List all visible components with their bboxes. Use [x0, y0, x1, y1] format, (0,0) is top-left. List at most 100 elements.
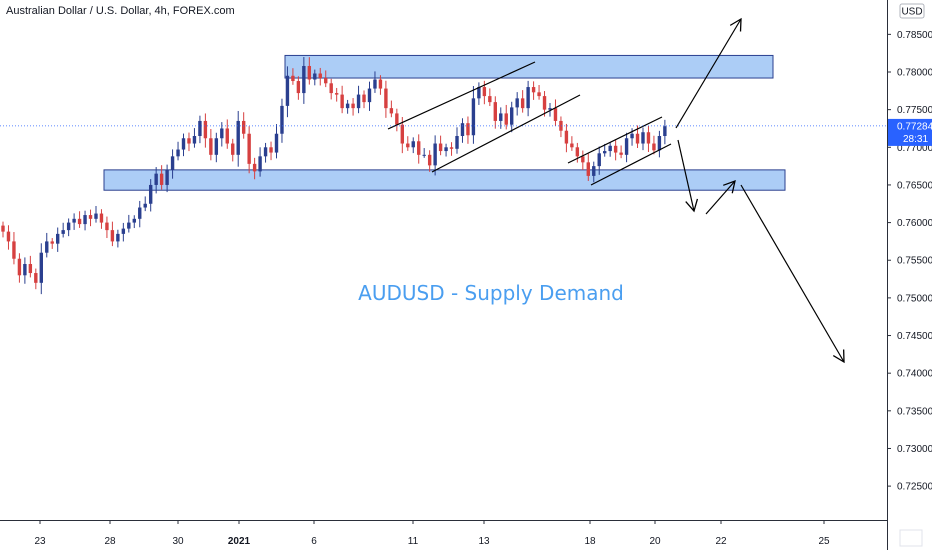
candle[interactable]: [433, 135, 437, 176]
candle[interactable]: [427, 150, 432, 172]
candle[interactable]: [520, 90, 525, 113]
candle[interactable]: [389, 100, 394, 118]
candle[interactable]: [411, 137, 415, 154]
candle[interactable]: [613, 139, 618, 161]
candle[interactable]: [504, 104, 508, 130]
candle[interactable]: [488, 88, 492, 107]
candle[interactable]: [187, 132, 191, 152]
candle[interactable]: [241, 112, 246, 139]
candle[interactable]: [198, 115, 202, 144]
candle[interactable]: [356, 85, 361, 114]
candle[interactable]: [564, 123, 569, 153]
candle[interactable]: [575, 142, 580, 163]
candle[interactable]: [499, 107, 503, 129]
candle[interactable]: [581, 150, 585, 171]
candle[interactable]: [460, 118, 465, 143]
chart-annotation[interactable]: AUDUSD - Supply Demand: [358, 281, 624, 305]
candle[interactable]: [99, 209, 104, 229]
candle[interactable]: [663, 119, 667, 145]
candle[interactable]: [619, 145, 623, 159]
arrow-down-to-demand[interactable]: [677, 139, 699, 213]
candle[interactable]: [324, 70, 328, 88]
arrow-bounce-up[interactable]: [705, 179, 736, 215]
candle[interactable]: [45, 232, 49, 258]
candle[interactable]: [652, 135, 656, 155]
candle[interactable]: [646, 125, 651, 152]
candle[interactable]: [608, 141, 612, 157]
supply-zone[interactable]: [284, 54, 774, 79]
candle[interactable]: [17, 253, 22, 283]
candle[interactable]: [220, 122, 224, 147]
candle[interactable]: [39, 243, 43, 295]
candle[interactable]: [258, 147, 262, 177]
candle[interactable]: [493, 96, 497, 129]
candle[interactable]: [466, 116, 470, 144]
candle[interactable]: [209, 128, 213, 161]
candle[interactable]: [181, 133, 186, 157]
candle[interactable]: [417, 134, 421, 164]
candle[interactable]: [285, 66, 290, 118]
candle[interactable]: [422, 148, 426, 158]
candle[interactable]: [438, 135, 443, 156]
candle[interactable]: [657, 130, 662, 158]
candle[interactable]: [105, 216, 109, 239]
arrow-up-breakout[interactable]: [675, 17, 742, 129]
candle[interactable]: [225, 119, 229, 149]
candle[interactable]: [143, 196, 147, 212]
candle[interactable]: [471, 86, 476, 144]
candle[interactable]: [515, 92, 519, 116]
candle[interactable]: [340, 85, 344, 114]
arrow-down-breakdown[interactable]: [740, 184, 845, 364]
candle[interactable]: [269, 141, 273, 161]
channel-line-upper-2[interactable]: [567, 116, 663, 164]
candle[interactable]: [34, 268, 38, 290]
candle[interactable]: [531, 81, 536, 100]
candle[interactable]: [203, 113, 208, 148]
candle[interactable]: [378, 75, 383, 95]
candle[interactable]: [345, 99, 350, 114]
candle[interactable]: [291, 68, 295, 85]
candle[interactable]: [1, 221, 5, 238]
candle[interactable]: [280, 98, 284, 143]
candle[interactable]: [307, 57, 312, 85]
candle[interactable]: [542, 91, 547, 117]
candle[interactable]: [56, 227, 60, 252]
candle[interactable]: [444, 143, 448, 157]
candle[interactable]: [127, 214, 131, 233]
candle[interactable]: [61, 222, 65, 238]
candle[interactable]: [94, 205, 98, 223]
candle[interactable]: [66, 218, 71, 237]
candle[interactable]: [231, 138, 235, 162]
candle[interactable]: [351, 98, 355, 116]
candle[interactable]: [154, 167, 158, 194]
candle[interactable]: [597, 146, 601, 175]
candle[interactable]: [176, 141, 180, 161]
candle[interactable]: [138, 200, 142, 228]
candle[interactable]: [252, 157, 257, 180]
currency-badge[interactable]: USD: [899, 3, 925, 19]
candle[interactable]: [121, 222, 126, 242]
candle[interactable]: [88, 209, 93, 227]
candle[interactable]: [192, 128, 197, 148]
candle[interactable]: [263, 142, 268, 163]
candle[interactable]: [362, 90, 366, 109]
candle[interactable]: [6, 225, 11, 250]
candle[interactable]: [455, 127, 459, 154]
candle[interactable]: [23, 257, 27, 284]
candle[interactable]: [592, 161, 596, 183]
candle[interactable]: [603, 143, 607, 157]
candle[interactable]: [384, 80, 388, 118]
candle[interactable]: [165, 164, 169, 193]
settings-icon[interactable]: [899, 529, 923, 547]
candle[interactable]: [274, 124, 279, 159]
candle[interactable]: [570, 136, 574, 151]
candle[interactable]: [334, 87, 339, 102]
candle[interactable]: [132, 215, 136, 229]
candle[interactable]: [296, 76, 301, 100]
candle[interactable]: [548, 103, 552, 117]
candle[interactable]: [214, 132, 219, 163]
candle[interactable]: [477, 82, 481, 105]
candle[interactable]: [367, 81, 372, 111]
candle[interactable]: [302, 57, 306, 104]
